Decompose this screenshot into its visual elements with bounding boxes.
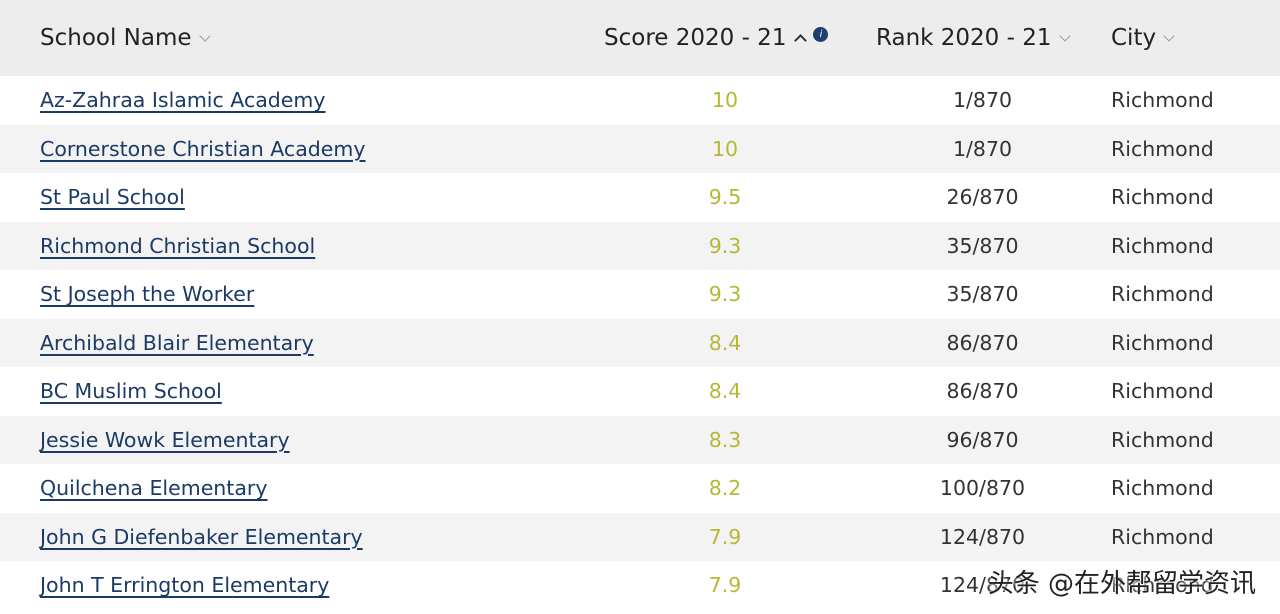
school-name-cell: Quilchena Elementary <box>40 464 267 513</box>
table-row: John G Diefenbaker Elementary 7.9 124/870 R… <box>0 512 1280 562</box>
city-cell: Richmond <box>1111 88 1214 113</box>
rank-cell: 35/870 <box>946 233 1019 258</box>
school-name-link[interactable]: St Joseph the Worker <box>40 282 255 307</box>
school-name-cell: BC Muslim School <box>40 367 222 416</box>
score-cell: 7.9 <box>708 573 742 598</box>
school-name-link[interactable]: John G Diefenbaker Elementary <box>40 524 363 549</box>
table-row: St Joseph the Worker 9.3 35/870 Richmond <box>0 270 1280 319</box>
school-name-link[interactable]: BC Muslim School <box>40 379 222 404</box>
chevron-up-icon <box>794 34 808 47</box>
school-name-link[interactable]: St Paul School <box>40 185 185 210</box>
school-name-link[interactable]: Quilchena Elementary <box>40 476 268 501</box>
column-header-score[interactable]: Score 2020 - 21 i <box>604 0 829 76</box>
school-name-link[interactable]: Jessie Wowk Elementary <box>40 427 290 452</box>
city-cell: Richmond <box>1111 185 1214 210</box>
school-name-link[interactable]: Richmond Christian School <box>40 233 316 258</box>
score-cell: 9.3 <box>708 282 742 307</box>
city-cell: Richmond <box>1111 427 1214 452</box>
school-name-link[interactable]: John T Errington Elementary <box>40 573 330 598</box>
table-row: Richmond Christian School 9.3 35/870 Richmo… <box>0 221 1280 271</box>
rank-cell: 1/870 <box>952 136 1013 161</box>
column-label-rank: Rank 2020 - 21 <box>876 25 1052 51</box>
table-row: BC Muslim School 8.4 86/870 Richmond <box>0 367 1280 416</box>
rank-cell: 100/870 <box>939 476 1026 501</box>
school-name-cell: Richmond Christian School <box>40 222 315 271</box>
score-cell: 7.9 <box>708 524 742 549</box>
score-cell: 10 <box>711 136 739 161</box>
rank-cell: 96/870 <box>946 427 1019 452</box>
school-name-cell: John T Errington Elementary <box>40 561 329 610</box>
school-name-cell: Archibald Blair Elementary <box>40 319 314 368</box>
city-cell: Richmond <box>1111 573 1214 598</box>
table-row: St Paul School 9.5 26/870 Richmond <box>0 173 1280 222</box>
city-cell: Richmond <box>1111 476 1214 501</box>
chevron-down-icon <box>1058 29 1071 42</box>
school-name-cell: Jessie Wowk Elementary <box>40 416 290 465</box>
school-name-cell: John G Diefenbaker Elementary <box>40 513 363 562</box>
table-header: School Name Score 2020 - 21 i Rank 2020 … <box>0 0 1280 76</box>
table-row: Archibald Blair Elementary 8.4 86/870 Richm… <box>0 318 1280 368</box>
column-header-city[interactable]: City <box>1111 0 1175 76</box>
rank-cell: 86/870 <box>946 379 1019 404</box>
score-cell: 9.5 <box>708 185 742 210</box>
score-cell: 8.2 <box>708 476 742 501</box>
score-cell: 9.3 <box>708 233 742 258</box>
school-name-link[interactable]: Az-Zahraa Islamic Academy <box>40 88 326 113</box>
school-name-cell: St Paul School <box>40 173 185 222</box>
chevron-down-icon <box>1163 29 1175 42</box>
city-cell: Richmond <box>1111 524 1214 549</box>
school-name-cell: St Joseph the Worker <box>40 270 254 319</box>
column-label-city: City <box>1111 25 1157 51</box>
rank-cell: 86/870 <box>946 330 1019 355</box>
school-name-cell: Az-Zahraa Islamic Academy <box>40 76 326 125</box>
rank-cell: 35/870 <box>946 282 1019 307</box>
table-row: Quilchena Elementary 8.2 100/870 Richmond <box>0 464 1280 513</box>
school-name-link[interactable]: Archibald Blair Elementary <box>40 330 314 355</box>
rank-cell: 124/870 <box>939 573 1026 598</box>
city-cell: Richmond <box>1111 379 1214 404</box>
table-row: Jessie Wowk Elementary 8.3 96/870 Richmond <box>0 415 1280 465</box>
city-cell: Richmond <box>1111 330 1214 355</box>
city-cell: Richmond <box>1111 136 1214 161</box>
score-cell: 8.4 <box>708 379 742 404</box>
column-label-school-name: School Name <box>40 25 192 51</box>
column-header-rank[interactable]: Rank 2020 - 21 <box>876 0 1071 76</box>
school-name-link[interactable]: Cornerstone Christian Academy <box>40 136 366 161</box>
score-cell: 8.4 <box>708 330 742 355</box>
info-icon[interactable]: i <box>813 26 829 42</box>
rank-cell: 1/870 <box>952 88 1013 113</box>
column-label-score: Score 2020 - 21 <box>604 25 787 51</box>
rank-cell: 124/870 <box>939 524 1026 549</box>
chevron-down-icon <box>198 29 211 42</box>
score-cell: 8.3 <box>708 427 742 452</box>
table-row: Az-Zahraa Islamic Academy 10 1/870 Richmond <box>0 76 1280 125</box>
table-row: John T Errington Elementary 7.9 124/870 Ric… <box>0 561 1280 610</box>
column-header-school-name[interactable]: School Name <box>40 0 211 76</box>
table-row: Cornerstone Christian Academy 10 1/870 Rich… <box>0 124 1280 174</box>
city-cell: Richmond <box>1111 233 1214 258</box>
city-cell: Richmond <box>1111 282 1214 307</box>
watermark-text: 头条 @在外帮留学资讯 <box>987 569 1256 599</box>
score-cell: 10 <box>711 88 739 113</box>
school-name-cell: Cornerstone Christian Academy <box>40 125 365 174</box>
rank-cell: 26/870 <box>946 185 1019 210</box>
